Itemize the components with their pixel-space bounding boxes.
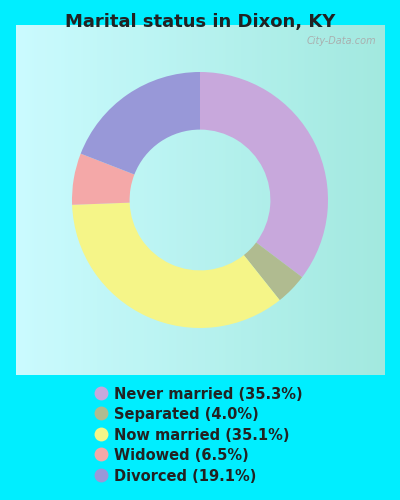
Text: City-Data.com: City-Data.com [307,36,377,46]
Legend: Never married (35.3%), Separated (4.0%), Now married (35.1%), Widowed (6.5%), Di: Never married (35.3%), Separated (4.0%),… [92,382,308,488]
Wedge shape [81,72,200,174]
Wedge shape [72,202,280,328]
Wedge shape [244,242,302,300]
Text: Marital status in Dixon, KY: Marital status in Dixon, KY [65,13,335,31]
Wedge shape [200,72,328,277]
Wedge shape [72,154,134,205]
